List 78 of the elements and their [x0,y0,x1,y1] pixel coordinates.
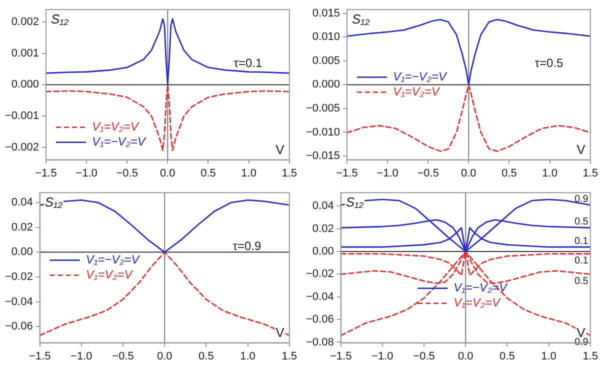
annotation: 0.5 [574,216,589,228]
x-tick-label: −1.0 [372,350,394,362]
y-tick-label: 0.010 [312,31,340,44]
y-tick-label: −0.06 [306,314,334,326]
y-tick-label: 0.000 [312,78,340,91]
x-tick-label: 1.0 [541,350,556,362]
y-tick-label: −0.04 [306,290,334,303]
y-tick-label: −0.005 [306,102,340,114]
x-tick-label: 0.5 [500,350,515,362]
x-tick-label: 0.5 [502,167,517,180]
y-tick-label: −0.02 [4,271,33,284]
annotation: 0.5 [574,276,589,287]
legend-label: V₁=V₂=V [392,84,440,99]
x-tick-label: −1.0 [376,167,398,180]
x-tick-label: 1.0 [241,167,256,180]
x-tick-label: −1.5 [330,350,352,362]
x-tick-label: −1.5 [28,350,51,362]
y-tick-label: −0.02 [306,268,334,280]
annotation: τ=0.9 [232,238,262,253]
y-tick-label: −0.015 [306,150,340,162]
y-tick-label: −0.010 [306,126,340,138]
x-tick-label: 0.5 [198,350,214,362]
x-tick-label: 0.0 [458,350,474,362]
y-tick-label: 0.00 [312,246,334,258]
x-tick-label: 0.0 [156,350,172,362]
y-axis-title: S₁₂ [50,12,69,27]
y-tick-label: 0.02 [11,221,33,234]
y-tick-label: −0.08 [306,336,334,348]
annotation: τ=0.1 [234,56,263,70]
y-tick-label: 0.04 [312,200,334,212]
annotation: 0.9 [574,194,589,205]
x-tick-label: 0.5 [200,167,216,180]
legend-label: V₁=V₂=V [92,120,140,134]
x-axis-title: V [276,324,285,340]
x-tick-label: 0.0 [461,167,476,180]
x-tick-label: −1.5 [336,167,358,180]
line-series [340,250,590,336]
x-tick-label: −0.5 [112,350,134,362]
legend-label: V₁=−V₂=V [392,70,448,84]
x-tick-label: −1.5 [35,167,57,180]
annotation: 0.9 [574,337,589,348]
x-tick-label: 1.5 [582,350,598,362]
x-tick-label: 1.5 [582,167,598,180]
y-axis-title: S₁₂ [346,194,364,210]
y-tick-label: 0.001 [11,47,39,60]
legend-label: V₁=−V₂=V [92,134,146,149]
x-tick-label: −0.5 [413,350,435,362]
y-tick-label: 0.005 [312,54,340,67]
annotation: 0.1 [574,256,589,267]
y-tick-label: 0.002 [11,16,39,28]
line-series [40,251,290,336]
y-axis-title: S₁₂ [44,194,63,210]
x-tick-label: 0.0 [160,167,176,180]
y-axis-title: S₁₂ [352,12,370,27]
y-tick-label: −0.04 [4,296,33,308]
x-tick-label: −1.0 [70,350,92,362]
x-tick-label: −0.5 [417,167,439,180]
x-tick-label: 1.5 [282,167,298,180]
y-tick-label: 0.000 [11,78,39,91]
y-tick-label: 0.02 [312,222,334,235]
line-series [346,84,590,152]
x-tick-label: 1.5 [282,350,298,362]
x-axis-title: V [576,142,586,157]
x-axis-title: V [276,142,285,157]
y-tick-label: −0.06 [4,320,33,333]
x-tick-label: −1.0 [76,167,98,180]
annotation: 0.1 [574,236,589,247]
y-tick-label: 0.015 [312,7,340,20]
legend-label: V₁=−V₂=V [86,252,140,267]
y-tick-label: 0.04 [11,196,33,209]
y-tick-label: −0.002 [5,141,39,154]
x-tick-label: 1.0 [542,167,558,180]
legend-label: V₁=V₂=V [86,268,134,282]
x-tick-label: 1.0 [240,350,256,362]
x-tick-label: −0.5 [116,167,138,180]
annotation: τ=0.5 [534,56,564,70]
y-tick-label: −0.001 [5,110,39,122]
y-tick-label: 0.00 [11,246,33,258]
